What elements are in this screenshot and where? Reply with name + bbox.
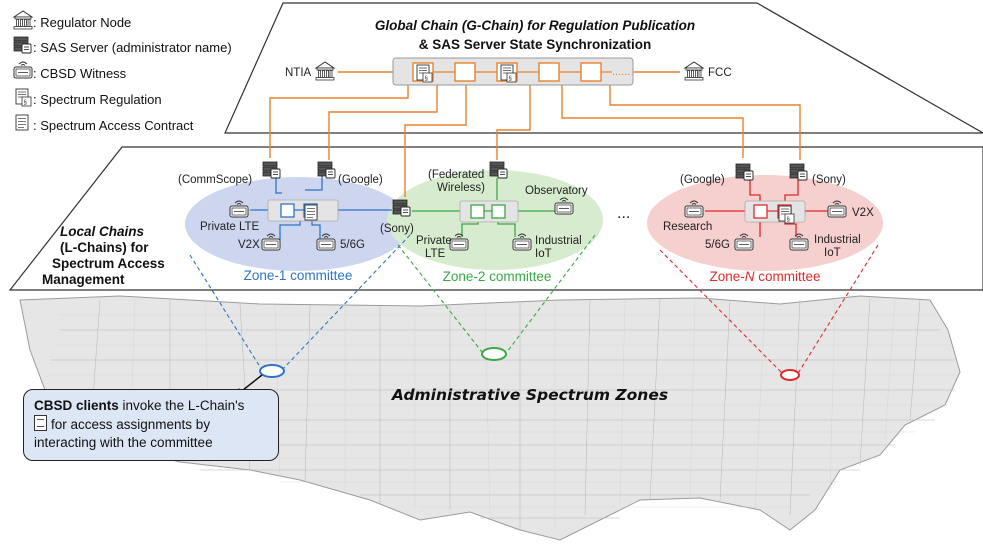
legend-sas-server: : SAS Server (administrator name) — [33, 40, 232, 55]
svg-text:......: ...... — [612, 66, 630, 78]
l-chain-title-line2: (L-Chains) for — [60, 240, 149, 255]
zone-n-caption: Zone-N committee — [709, 269, 820, 284]
callout-bold: CBSD clients — [34, 398, 119, 413]
zone-1-block — [280, 203, 295, 218]
sas-server-icon — [13, 36, 32, 54]
callout-line3: interacting with the committee — [34, 435, 213, 450]
legend-spectrum-regulation: : Spectrum Regulation — [33, 92, 162, 107]
zone-1-witness-v2x: V2X — [238, 239, 260, 251]
callout-line2: for access assignments by — [34, 415, 268, 434]
zone-n-witness-v2x: V2X — [852, 207, 874, 219]
legend: : Regulator Node : SAS Server (administr… — [13, 10, 232, 133]
zone-n-witness-industrial: Industrial — [814, 234, 861, 246]
regulator-node-icon — [13, 10, 33, 30]
g-chain-title-line2: & SAS Server State Synchronization — [419, 37, 652, 52]
zone-1-server-google: (Google) — [338, 174, 383, 186]
zone-2-server-federated: (Federated — [428, 169, 484, 181]
zones-ellipsis: ... — [617, 205, 630, 222]
zone-2-witness-observatory: Observatory — [525, 185, 588, 197]
zone-n-server-google: (Google) — [680, 174, 725, 186]
callout-text1: invoke the L-Chain's — [118, 398, 245, 413]
zone-n-block — [753, 204, 768, 219]
zone-2-block — [491, 204, 506, 219]
zone-2-witness-lte: LTE — [425, 248, 446, 260]
ntia-label: NTIA — [285, 67, 312, 79]
l-chain-title-line1: Local Chains — [60, 224, 145, 239]
zone-1-witness-private-lte: Private LTE — [200, 221, 260, 233]
zone-2-caption: Zone-2 committee — [443, 269, 552, 284]
zone-1-ellipse — [185, 177, 411, 271]
cbsd-witness-icon — [13, 61, 33, 79]
zone-n-server-sony: (Sony) — [812, 174, 846, 186]
zone-n-witness-iot: IoT — [824, 247, 841, 259]
legend-cbsd-witness: : CBSD Witness — [33, 66, 127, 81]
zone-1-caption: Zone-1 committee — [244, 268, 353, 283]
zone-n-witness-research: Research — [663, 221, 712, 233]
zone-1-server-commscope: (CommScope) — [178, 174, 252, 186]
fcc-label: FCC — [708, 67, 732, 79]
map-title: Administrative Spectrum Zones — [391, 386, 668, 404]
g-chain-title-line1: Global Chain (G-Chain) for Regulation Pu… — [375, 18, 695, 33]
us-map — [19, 295, 961, 541]
zone-2-witness-private: Private — [416, 235, 452, 247]
spectrum-access-contract-icon — [15, 114, 29, 131]
zone-2-witness-industrial: Industrial — [535, 235, 582, 247]
l-chain-title-line3: Spectrum Access — [52, 256, 165, 271]
g-chain-block — [454, 62, 476, 82]
spectrum-access-contract-icon — [304, 204, 318, 221]
legend-regulator-node: : Regulator Node — [33, 15, 131, 30]
zone-1-map-marker — [259, 364, 285, 378]
zone-n-ellipse — [647, 175, 883, 271]
cbsd-callout: CBSD clients invoke the L-Chain's for ac… — [23, 389, 279, 461]
l-chain-title-line4: Management — [42, 272, 125, 287]
zone-2-witness-iot: IoT — [535, 248, 552, 260]
zone-2-map-marker — [481, 347, 507, 361]
zone-2-block — [470, 204, 485, 219]
zone-2-server-wireless: Wireless) — [437, 182, 485, 194]
g-chain-block — [580, 62, 602, 82]
spectrum-regulation-icon — [15, 88, 32, 107]
spectrum-access-contract-icon — [34, 415, 47, 431]
callout-line1: CBSD clients invoke the L-Chain's — [34, 397, 268, 415]
callout-text2: for access assignments by — [51, 417, 211, 432]
g-chain-links — [269, 71, 801, 197]
legend-spectrum-access-contract: : Spectrum Access Contract — [33, 118, 194, 133]
zone-n-map-marker — [780, 369, 800, 381]
zone-n-witness-5-6g: 5/6G — [705, 239, 730, 251]
zone-1-server-sony: (Sony) — [380, 223, 414, 235]
g-chain-block — [538, 62, 560, 82]
zone-1-witness-5-6g: 5/6G — [340, 239, 365, 251]
